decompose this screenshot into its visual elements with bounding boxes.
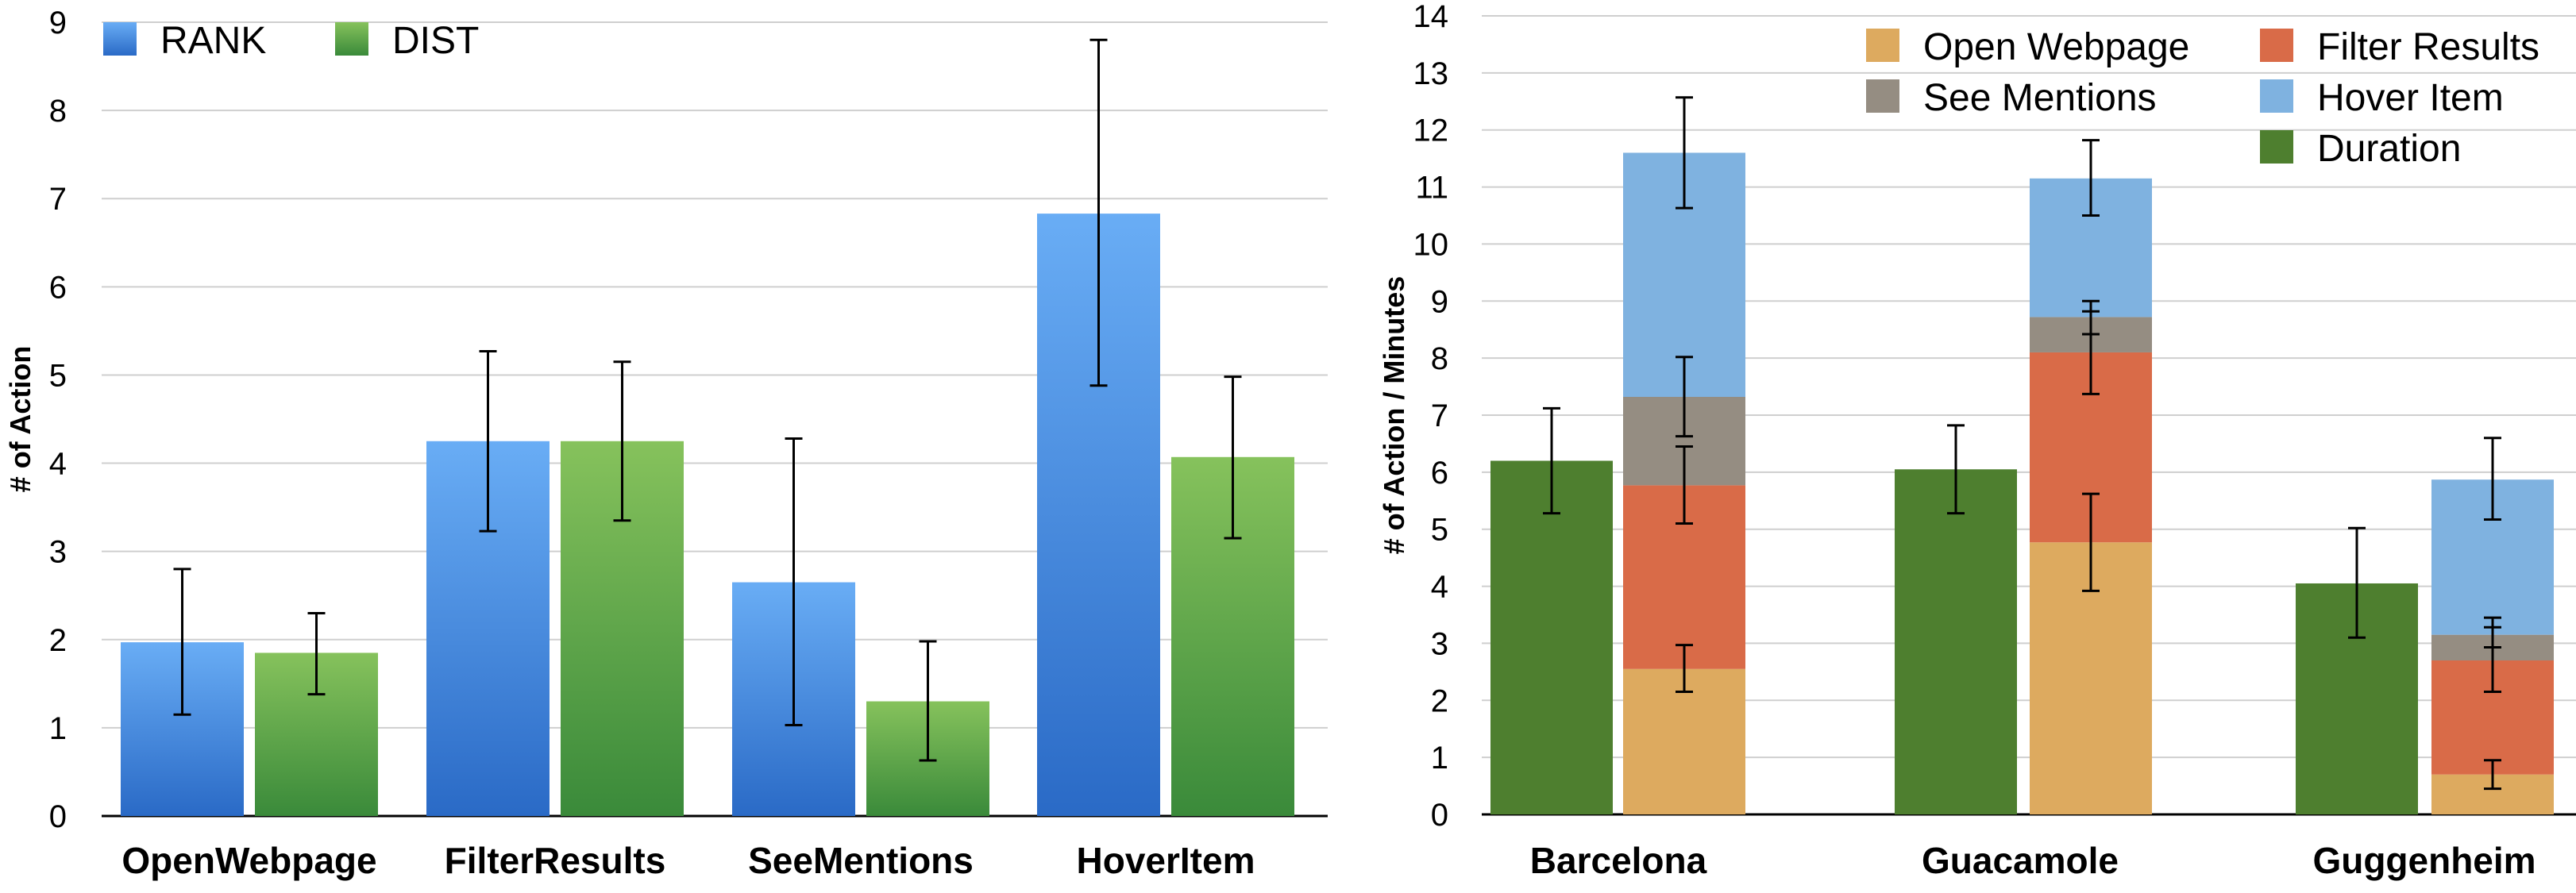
right-y-tick-label: 6 <box>1431 456 1448 491</box>
legend-swatch-dist <box>335 22 368 56</box>
left-category-label: OpenWebpage <box>121 840 376 881</box>
left-y-tick-label: 4 <box>49 447 67 482</box>
left-category-label: FilterResults <box>445 840 666 881</box>
legend-swatch-open-webpage <box>1866 29 1899 62</box>
left-y-tick-label: 9 <box>49 6 67 40</box>
bar-open-webpage-barcelona <box>1623 668 1745 814</box>
left-y-tick-label: 5 <box>49 358 67 393</box>
left-y-tick-label: 0 <box>49 799 67 834</box>
legend-swatch-duration <box>2260 130 2293 164</box>
legend-label-see-mentions: See Mentions <box>1923 77 2157 119</box>
right-y-tick-label: 13 <box>1413 56 1449 91</box>
right-y-tick-label: 10 <box>1413 227 1449 262</box>
left-y-tick-label: 8 <box>49 94 67 129</box>
bar-duration-guacamole <box>1895 469 2017 814</box>
right-category-label: Guggenheim <box>2312 840 2536 881</box>
legend-label-filter-results: Filter Results <box>2317 26 2539 68</box>
right-category-label: Guacamole <box>1922 840 2119 881</box>
bar-duration-barcelona <box>1490 460 1613 814</box>
legend-label-hover-item: Hover Item <box>2317 77 2504 119</box>
legend-swatch-filter-results <box>2260 29 2293 62</box>
right-y-axis-label: # of Action / Minutes <box>1378 276 1410 555</box>
right-y-tick-label: 8 <box>1431 341 1448 376</box>
legend-label-dist: DIST <box>392 20 479 62</box>
right-category-label: Barcelona <box>1530 840 1707 881</box>
right-y-tick-label: 2 <box>1431 683 1448 718</box>
right-y-tick-label: 3 <box>1431 626 1448 661</box>
right-y-tick-label: 0 <box>1431 798 1448 833</box>
legend-label-rank: RANK <box>160 20 266 62</box>
left-category-label: SeeMentions <box>748 840 974 881</box>
left-y-axis-label: # of Action <box>4 346 37 493</box>
right-y-tick-label: 9 <box>1431 284 1448 319</box>
right-y-tick-label: 4 <box>1431 570 1448 605</box>
left-y-tick-label: 3 <box>49 535 67 570</box>
right-y-tick-label: 14 <box>1413 0 1449 34</box>
right-y-tick-label: 5 <box>1431 513 1448 548</box>
left-y-tick-label: 1 <box>49 711 67 746</box>
right-y-tick-label: 11 <box>1415 171 1448 206</box>
right-y-tick-label: 7 <box>1431 398 1448 433</box>
right-y-tick-label: 12 <box>1413 114 1449 148</box>
left-category-label: HoverItem <box>1077 840 1255 881</box>
legend-label-open-webpage: Open Webpage <box>1923 26 2189 68</box>
legend-swatch-rank <box>103 22 137 56</box>
right-y-tick-label: 1 <box>1431 741 1448 776</box>
left-y-tick-label: 7 <box>49 182 67 217</box>
left-y-tick-label: 2 <box>49 623 67 658</box>
legend-label-duration: Duration <box>2317 128 2461 170</box>
legend-swatch-see-mentions <box>1866 79 1899 113</box>
legend-swatch-hover-item <box>2260 79 2293 113</box>
left-y-tick-label: 6 <box>49 270 67 305</box>
